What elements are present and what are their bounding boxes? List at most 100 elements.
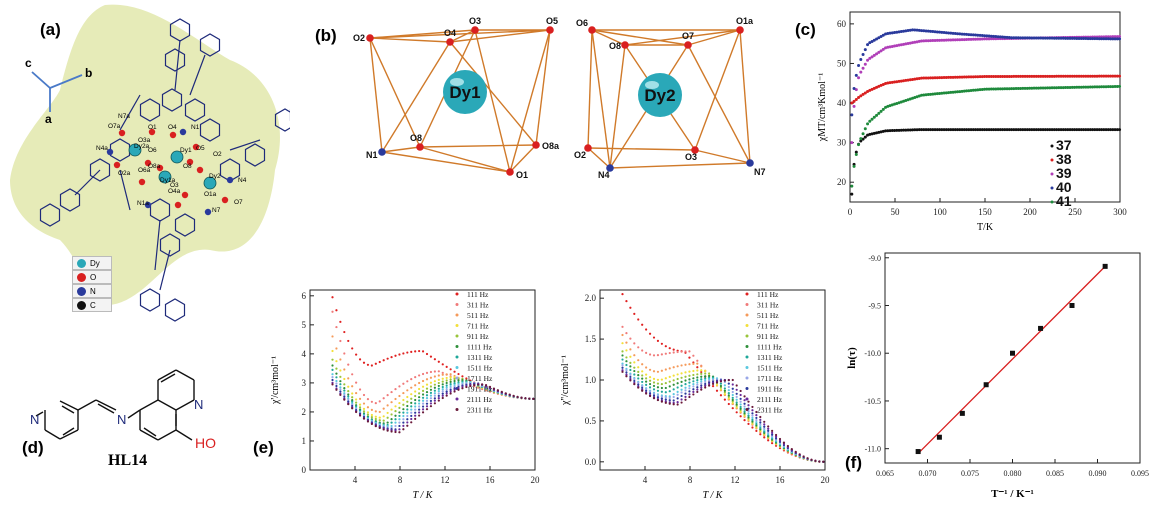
y-tick-label: 2 [302,407,307,417]
ring [39,203,61,227]
legend-label: 711 Hz [467,322,489,331]
data-point [374,362,377,365]
data-point [358,414,362,417]
data-point [915,40,919,44]
data-point [335,325,338,329]
data-point [425,394,429,397]
legend-marker [455,408,459,411]
data-point [854,73,858,77]
ring [244,143,266,167]
data-point [386,394,389,397]
data-point [965,32,969,36]
data-point [441,392,444,395]
data-point [1007,128,1011,132]
data-point [996,87,1000,91]
data-point [1003,87,1007,91]
data-point [668,396,671,400]
data-point [1113,37,1117,41]
data-point [1030,74,1034,78]
data-point [731,393,734,397]
data-point [656,339,660,343]
data-point [940,91,944,95]
data-point [441,396,444,400]
legend-label: 2111 Hz [467,395,493,404]
ligand-atom-label: O2 [574,150,586,160]
data-point [822,460,825,463]
data-point [727,379,730,382]
data-point [676,350,679,354]
polyhedron-edge [694,29,741,151]
data-point [1077,36,1081,40]
data-point [1014,87,1018,91]
data-point [1012,36,1016,40]
data-point [875,52,879,56]
y-tick-label: 0.0 [585,457,597,467]
data-point [704,369,707,372]
data-point [1093,37,1097,41]
data-point [366,413,370,416]
data-point [888,104,892,108]
data-point [1041,86,1045,90]
data-point [739,397,742,400]
data-point [942,76,946,80]
data-point [1003,74,1007,78]
data-point [406,418,409,421]
data-point [850,192,854,196]
data-point [978,75,982,79]
data-point [696,369,699,372]
data-point [731,387,734,390]
data-point [394,388,397,391]
data-point [390,356,393,359]
data-point [935,76,939,80]
data-point [872,38,876,42]
data-point [418,402,421,405]
data-point [978,33,982,37]
o-atom [196,166,204,174]
data-point [351,399,354,402]
data-point [1055,128,1059,132]
panel-a-label: (a) [40,20,61,39]
atom-label: N4a [96,145,108,152]
data-point [335,309,338,312]
data-point [633,354,636,357]
polyhedron-edge [509,144,537,173]
data-point [908,128,912,132]
data-point [664,352,667,355]
bond [59,400,79,411]
data-point [668,402,671,405]
data-point [924,39,928,43]
data-point [1086,128,1090,132]
data-point [680,364,683,367]
data-point [1093,128,1097,132]
data-point [933,128,937,132]
data-point [688,390,691,393]
data-point [668,367,671,370]
axes-glyph [31,71,83,112]
data-point [676,393,679,396]
data-point [398,401,401,405]
data-point [621,358,624,361]
data-point [437,387,440,390]
data-point [881,33,885,37]
data-point [652,388,656,391]
data-point [763,430,766,433]
data-point [429,376,433,379]
data-point [402,398,405,402]
data-point [913,28,917,32]
data-point [425,402,429,405]
data-point [488,385,492,388]
data-point [893,80,897,84]
y-tick-label: 1.0 [585,375,597,385]
data-point [958,32,962,36]
data-point [418,399,421,402]
data-point [362,407,366,411]
data-point [893,44,897,48]
data-point [987,128,991,132]
data-point [676,377,679,381]
data-point [743,399,746,402]
data-point [727,402,730,406]
data-point [461,378,464,382]
data-point [366,420,370,423]
data-point [339,339,342,343]
